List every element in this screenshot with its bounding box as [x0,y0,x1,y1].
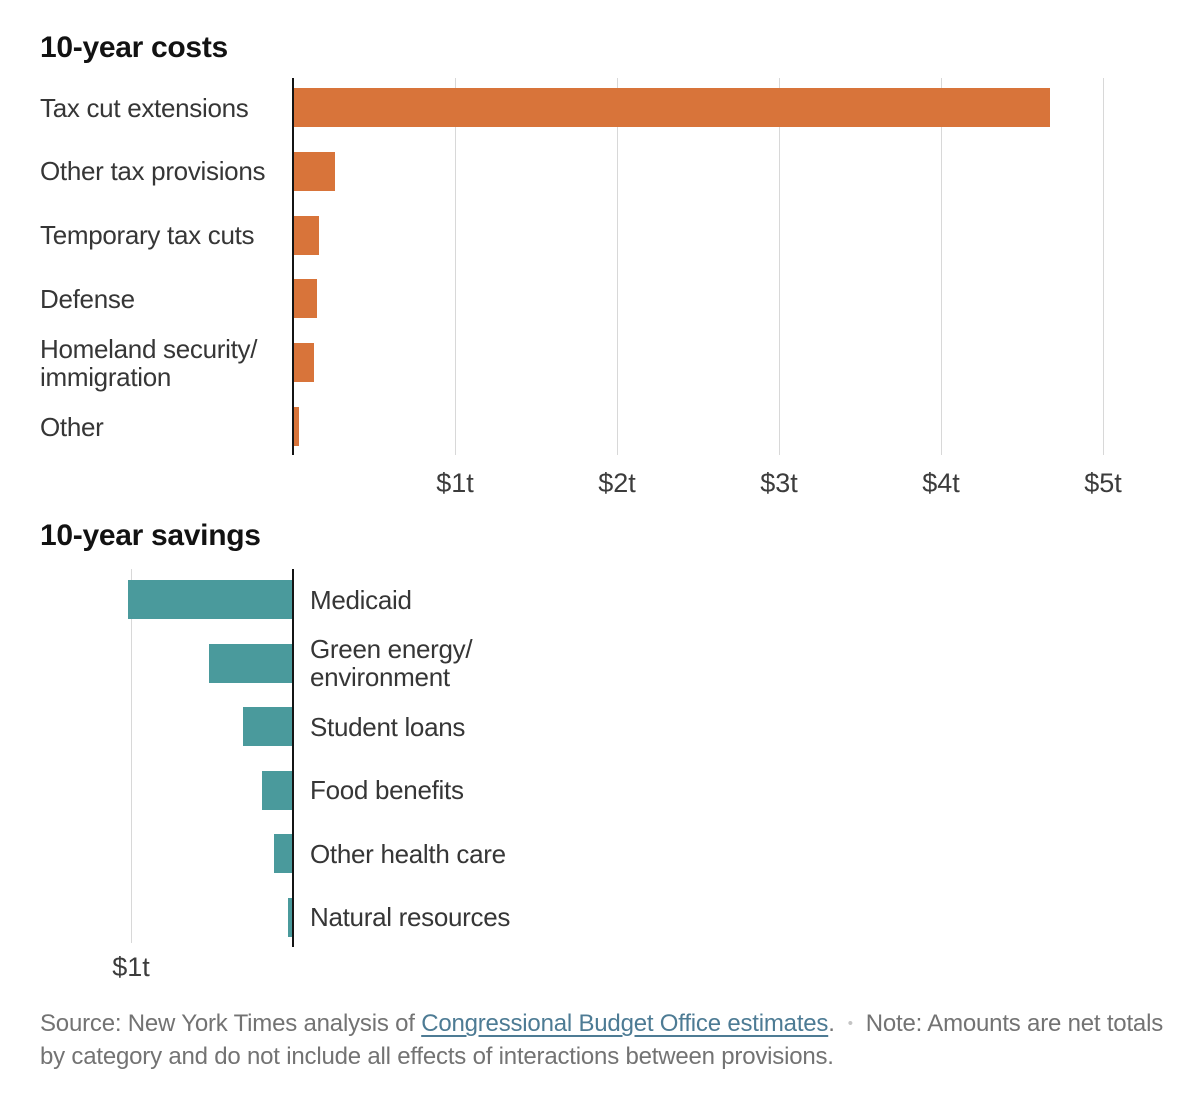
axis-baseline [292,569,294,947]
axis-tick-1t: $1t [112,952,150,982]
gridline-2t [617,78,618,455]
bar-homeland-security-immigration [293,343,314,383]
category-label-homeland-security-immigration: Homeland security/immigration [40,333,258,392]
bar-food-benefits [262,770,293,810]
gridline-3t [779,78,780,455]
axis-tick-3t: $3t [760,468,798,498]
category-label-medicaid: Medicaid [310,584,412,615]
category-label-tax-cut-extensions: Tax cut extensions [40,92,249,123]
axis-tick-4t: $4t [922,468,960,498]
bar-other [293,407,299,446]
savings-chart-title: 10-year savings [40,519,261,552]
note-start: Note: Amounts are net totals [865,1010,1164,1037]
axis-tick-1t: $1t [436,468,474,498]
footnote-line1: Source: New York Times analysis of Congr… [40,1010,1163,1037]
gridline-1t [455,78,456,455]
category-label-defense: Defense [40,283,135,314]
source-period: . [828,1010,835,1037]
source-prefix: Source: New York Times analysis of [40,1010,422,1037]
axis-tick-2t: $2t [598,468,636,498]
category-label-other-tax-provisions: Other tax provisions [40,156,266,187]
gridline-1t [131,569,132,943]
footnote: Source: New York Times analysis of Congr… [40,1007,1163,1073]
bar-student-loans [243,707,293,746]
axis-baseline [292,78,294,455]
footer-separator-dot: • [847,1015,853,1032]
category-label-green-energy-environment: Green energy/environment [310,634,473,692]
bar-medicaid [128,580,293,619]
bar-temporary-tax-cuts [293,215,319,255]
costs-chart-title: 10-year costs [40,31,228,64]
bar-defense [293,279,317,319]
source-link[interactable]: Congressional Budget Office estimates [421,1010,829,1037]
axis-tick-5t: $5t [1084,468,1122,498]
category-label-other-health-care: Other health care [310,838,506,869]
category-label-temporary-tax-cuts: Temporary tax cuts [40,220,255,251]
bar-green-energy-environment [209,643,293,683]
gridline-4t [941,78,942,455]
bar-natural-resources [288,897,293,937]
gridline-5t [1103,78,1104,455]
bar-tax-cut-extensions [293,88,1050,127]
category-label-other: Other [40,411,104,442]
category-label-student-loans: Student loans [310,711,466,742]
category-label-natural-resources: Natural resources [310,902,511,932]
bar-other-tax-provisions [293,151,335,191]
category-label-food-benefits: Food benefits [310,775,464,805]
footnote-line2: by category and do not include all effec… [40,1043,834,1070]
bar-other-health-care [274,834,293,873]
